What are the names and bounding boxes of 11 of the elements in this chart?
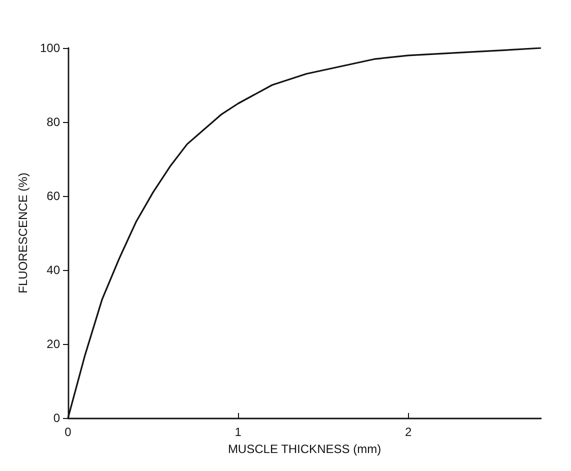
y-tick-label: 0	[53, 411, 60, 425]
y-tick-label: 20	[46, 337, 60, 351]
x-tick-label: 2	[404, 425, 412, 439]
y-tick-label: 80	[46, 115, 60, 129]
y-tick-label: 100	[40, 41, 60, 55]
x-tick-label: 1	[234, 425, 242, 439]
y-tick-label: 60	[46, 189, 60, 203]
x-axis-title: MUSCLE THICKNESS (mm)	[228, 442, 382, 456]
x-tick-label: 0	[64, 425, 72, 439]
y-tick-label: 40	[46, 263, 60, 277]
y-axis-title: FLUORESCENCE (%)	[16, 172, 30, 294]
